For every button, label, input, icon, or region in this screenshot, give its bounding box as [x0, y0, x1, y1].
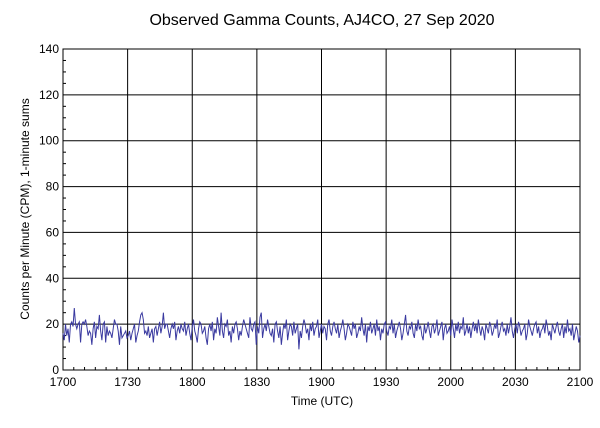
y-tick-label: 60: [46, 225, 60, 239]
x-tick-label: 2100: [567, 375, 594, 389]
series-line-gamma-counts: [62, 308, 581, 350]
x-tick-label: 2030: [502, 375, 529, 389]
y-tick-label: 140: [39, 42, 59, 56]
y-axis-label: Counts per Minute (CPM), 1-minute sums: [18, 98, 32, 319]
x-tick-label: 2000: [437, 375, 464, 389]
chart-title: Observed Gamma Counts, AJ4CO, 27 Sep 202…: [149, 12, 494, 29]
y-tick-label: 0: [52, 363, 59, 377]
grid: [63, 49, 580, 370]
y-tick-label: 120: [39, 88, 59, 102]
y-tick-labels: 0 20 40 60 80 100 120 140: [39, 42, 59, 377]
y-tick-label: 40: [46, 271, 60, 285]
x-tick-label: 1930: [373, 375, 400, 389]
x-tick-label: 1700: [50, 375, 77, 389]
x-tick-label: 1830: [244, 375, 271, 389]
x-tick-label: 1800: [179, 375, 206, 389]
y-tick-label: 20: [46, 317, 60, 331]
x-tick-label: 1730: [114, 375, 141, 389]
x-axis-label: Time (UTC): [291, 394, 353, 408]
y-tick-label: 80: [46, 180, 60, 194]
y-tick-label: 100: [39, 134, 59, 148]
x-tick-labels: 1700 1730 1800 1830 1900 1930 2000 2030 2100: [50, 375, 594, 389]
x-tick-label: 1900: [308, 375, 335, 389]
minor-ticks: [63, 59, 570, 370]
